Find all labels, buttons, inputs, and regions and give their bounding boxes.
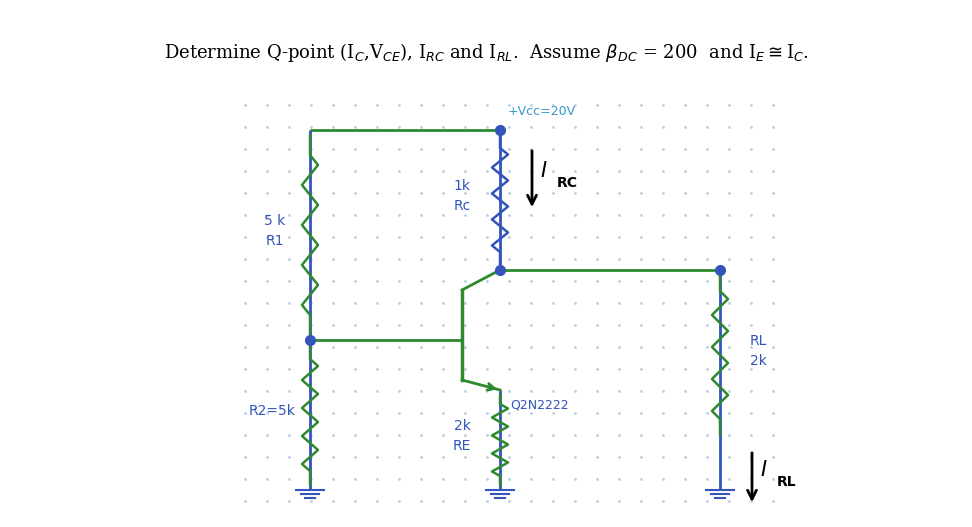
Text: 2k: 2k: [749, 354, 767, 368]
Text: RE: RE: [453, 439, 471, 453]
Text: +Vcc=20V: +Vcc=20V: [508, 105, 576, 118]
Text: RC: RC: [557, 176, 578, 190]
Text: $I$: $I$: [540, 161, 547, 181]
Text: $I$: $I$: [760, 460, 768, 480]
Text: 1k: 1k: [454, 179, 470, 193]
Text: 2k: 2k: [454, 419, 470, 433]
Text: Rc: Rc: [453, 199, 470, 213]
Text: R2=5k: R2=5k: [249, 404, 295, 418]
Text: 5 k: 5 k: [264, 214, 286, 228]
Text: Determine Q-point (I$_C$,V$_{CE}$), I$_{RC}$ and I$_{RL}$.  Assume $\beta_{DC}$ : Determine Q-point (I$_C$,V$_{CE}$), I$_{…: [163, 41, 809, 63]
Text: R1: R1: [265, 234, 284, 248]
Text: RL: RL: [749, 334, 767, 348]
Text: Q2N2222: Q2N2222: [510, 398, 569, 411]
Text: RL: RL: [777, 474, 797, 489]
